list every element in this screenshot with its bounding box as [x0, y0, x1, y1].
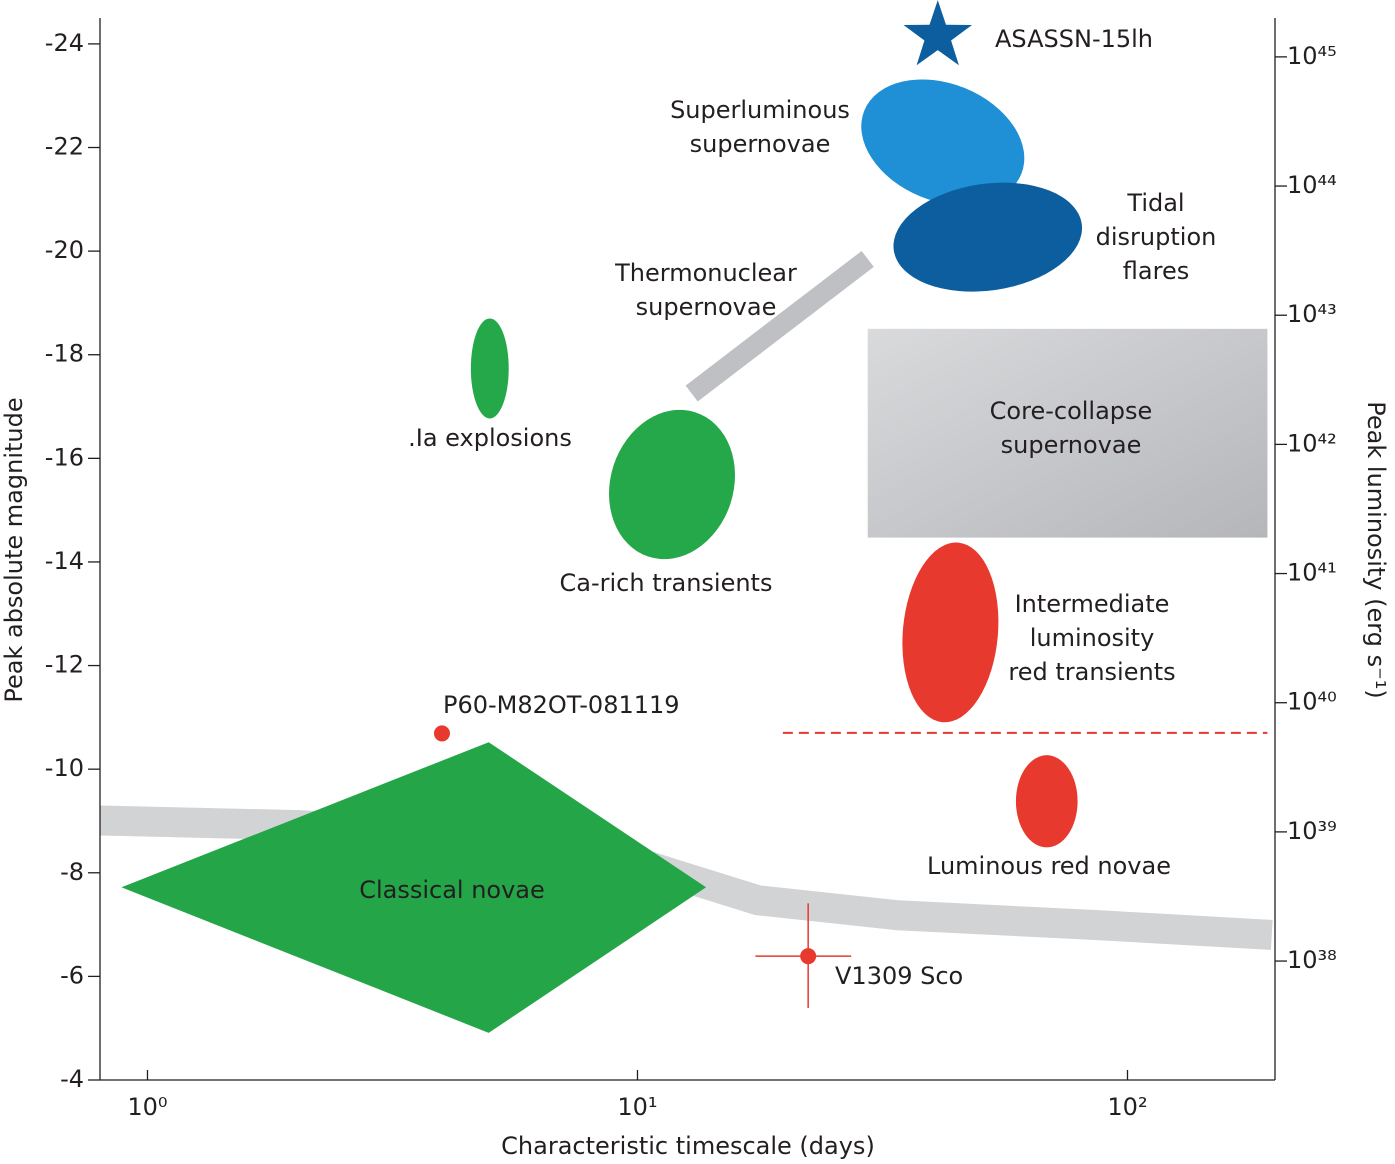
y2-tick-label: 10⁴⁰: [1287, 688, 1337, 716]
band: [685, 250, 874, 402]
region: [121, 742, 707, 1033]
x-tick-label: 10²: [1107, 1093, 1147, 1121]
x-tick-label: 10⁰: [127, 1093, 167, 1121]
point-label: P60-M82OT-081119: [443, 691, 680, 719]
region-label: Luminous red novae: [927, 852, 1171, 880]
region-label: Tidal: [1126, 189, 1184, 217]
region-label: Classical novae: [359, 876, 545, 904]
y2-tick-label: 10⁴⁴: [1287, 171, 1337, 199]
region-label: disruption: [1096, 223, 1217, 251]
region-label: Intermediate: [1015, 590, 1170, 618]
region-label: supernovae: [690, 130, 831, 158]
region: [1015, 755, 1078, 848]
y-tick-label: -4: [60, 1065, 84, 1093]
region: [470, 318, 509, 419]
region-label: Core-collapse: [990, 397, 1153, 425]
x-axis-label: Characteristic timescale (days): [501, 1132, 875, 1160]
region: [867, 328, 1268, 538]
y-tick-label: -22: [45, 133, 84, 161]
region: [893, 182, 1083, 292]
y2-tick-label: 10⁴²: [1287, 429, 1337, 457]
point-label: ASASSN-15lh: [995, 25, 1153, 53]
point: [800, 948, 817, 965]
y2-axis-label: Peak luminosity (erg s⁻¹): [1362, 401, 1390, 698]
region-label: .Ia explosions: [408, 424, 572, 452]
y-tick-label: -16: [45, 443, 84, 471]
y-axis-label: Peak absolute magnitude: [0, 397, 28, 702]
y-tick-label: -10: [45, 754, 84, 782]
y2-tick-label: 10³⁸: [1287, 946, 1337, 974]
region-label: Superluminous: [670, 96, 850, 124]
region-label: red transients: [1008, 658, 1175, 686]
y-tick-label: -18: [45, 340, 84, 368]
region-label: flares: [1123, 257, 1189, 285]
region: [609, 409, 736, 560]
y2-tick-label: 10⁴³: [1287, 300, 1337, 328]
region-label: supernovae: [636, 293, 777, 321]
x-tick-label: 10¹: [617, 1093, 657, 1121]
region-label: luminosity: [1030, 624, 1155, 652]
region-label: supernovae: [1001, 431, 1142, 459]
y2-tick-label: 10³⁹: [1287, 817, 1337, 845]
y2-tick-label: 10⁴⁵: [1287, 42, 1337, 70]
y-tick-label: -6: [60, 961, 84, 989]
y2-tick-label: 10⁴¹: [1287, 559, 1337, 587]
point-label: V1309 Sco: [835, 962, 963, 990]
region: [902, 542, 999, 723]
y-tick-label: -8: [60, 858, 84, 886]
region: [861, 79, 1025, 206]
point: [433, 725, 450, 742]
region-label: Thermonuclear: [614, 259, 797, 287]
point: [903, 0, 972, 66]
region-label: Ca-rich transients: [560, 569, 773, 597]
y-tick-label: -24: [45, 29, 84, 57]
y-tick-label: -12: [45, 651, 84, 679]
plot-area: [99, 79, 1273, 1033]
y-tick-label: -14: [45, 547, 84, 575]
y-tick-label: -20: [45, 236, 84, 264]
